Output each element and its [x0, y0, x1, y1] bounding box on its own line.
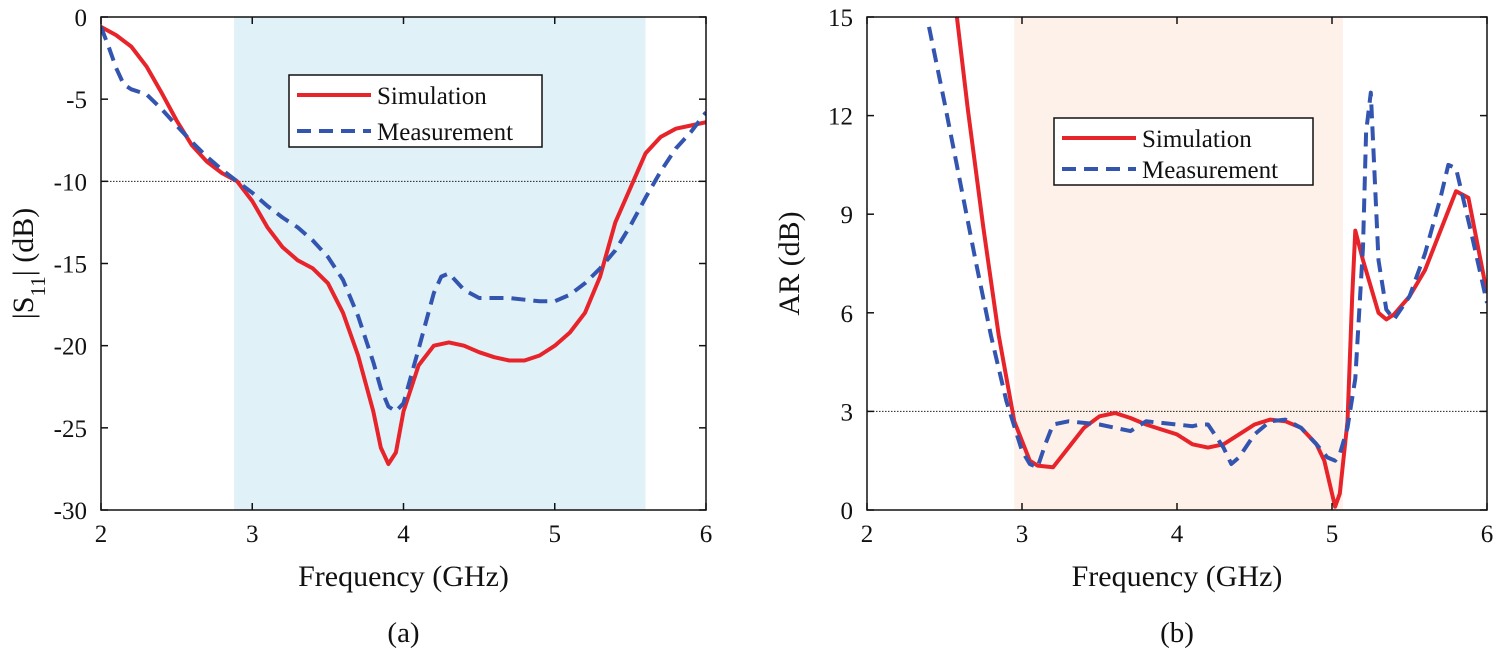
- x-tick-label: 6: [1481, 521, 1494, 548]
- y-axis-label-subscript: 11: [26, 276, 50, 296]
- legend: Simulation Measurement: [1053, 117, 1314, 186]
- y-tick-label: -15: [54, 252, 87, 279]
- y-tick-label: 3: [841, 399, 854, 426]
- x-tick-label: 4: [1171, 521, 1184, 548]
- y-tick-label: 6: [841, 301, 854, 328]
- series-line-simulation: [954, 17, 1487, 509]
- panel-b-chart: 2 3 4 5 6 0 3 6 9 12 15 Frequency (GHz) AR (dB) (b) Si…: [773, 5, 1493, 649]
- y-tick-label: -30: [54, 498, 87, 525]
- y-tick-label: 0: [75, 5, 88, 32]
- y-tick-label: 15: [828, 5, 853, 32]
- y-tick-label: 0: [841, 498, 854, 525]
- x-tick-label: 4: [397, 521, 410, 548]
- legend: Simulation Measurement: [288, 74, 543, 148]
- panel-caption: (a): [387, 617, 419, 649]
- x-axis-label: Frequency (GHz): [298, 560, 509, 593]
- x-tick-label: 3: [1016, 521, 1029, 548]
- legend-box: [1053, 117, 1314, 186]
- x-tick-label: 2: [95, 521, 108, 548]
- shaded-band: [1014, 17, 1343, 510]
- y-axis-label: AR (dB): [773, 211, 806, 315]
- series-line-simulation: [101, 25, 706, 466]
- y-tick-label: 9: [841, 202, 854, 229]
- x-tick-label: 5: [1326, 521, 1339, 548]
- y-axis-label-main: |S: [7, 297, 40, 320]
- y-tick-label: -10: [54, 169, 87, 196]
- plot-area: [927, 17, 1487, 509]
- x-tick-label: 5: [549, 521, 562, 548]
- x-tick-label: 2: [861, 521, 874, 548]
- y-axis-label: |S11| (dB): [7, 208, 50, 319]
- x-tick-label: 3: [246, 521, 259, 548]
- y-tick-label: -25: [54, 416, 87, 443]
- legend-label-measurement: Measurement: [377, 119, 513, 146]
- legend-label-simulation: Simulation: [1142, 126, 1252, 153]
- y-tick-label: -5: [66, 87, 87, 114]
- series-line-measurement: [927, 26, 1487, 470]
- legend-label-measurement: Measurement: [1142, 157, 1278, 184]
- plot-area: [101, 25, 706, 466]
- series-line-measurement: [101, 26, 706, 414]
- legend-box: [288, 74, 543, 148]
- y-tick-label: -20: [54, 334, 87, 361]
- legend-label-simulation: Simulation: [377, 83, 487, 110]
- y-tick-label: 12: [828, 104, 853, 131]
- panel-caption: (b): [1160, 617, 1194, 649]
- panel-a-chart: 2 3 4 5 6 0 -5 -10 -15 -20 -25 -30 Frequency (GHz) |S…: [7, 5, 712, 649]
- x-tick-label: 6: [700, 521, 713, 548]
- y-axis-label-end: | (dB): [7, 208, 40, 277]
- x-axis-label: Frequency (GHz): [1072, 560, 1283, 593]
